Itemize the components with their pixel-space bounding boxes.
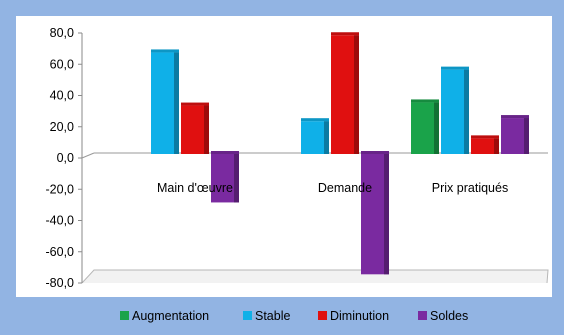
bar-side: [494, 138, 499, 154]
y-tick-label: -80,0: [46, 276, 75, 290]
bar-augmentation-2: [411, 99, 439, 154]
bar-side: [524, 118, 529, 154]
bar-top: [501, 115, 529, 119]
plot-floor: [81, 269, 549, 284]
legend-label: Augmentation: [132, 309, 209, 323]
bar-diminution-2: [471, 135, 499, 154]
bar-top: [361, 151, 389, 154]
bar-face: [471, 138, 499, 154]
bar-side: [384, 154, 389, 275]
bar-top: [471, 135, 499, 139]
bar-stable-2: [441, 66, 469, 154]
y-tick-labels: 80,0 60,0 40,0 20,0 0,0 -20,0 -40,0 -60,0 -80,0: [46, 26, 75, 290]
y-tick-label: -60,0: [46, 245, 75, 259]
bar-top: [441, 66, 469, 70]
y-tick-label: -20,0: [46, 182, 75, 196]
bar-side: [354, 35, 359, 154]
y-tick-label: 0,0: [57, 151, 74, 165]
bar-soldes-0: [211, 151, 239, 203]
y-tick-label: 60,0: [50, 57, 74, 71]
bar-diminution-0: [181, 102, 209, 154]
legend-swatch: [120, 311, 129, 320]
legend-swatch: [418, 311, 427, 320]
y-tick-label: 20,0: [50, 120, 74, 134]
bar-top: [211, 151, 239, 154]
bars: [151, 32, 529, 275]
y-tick-label: -40,0: [46, 214, 75, 228]
bar-side: [464, 69, 469, 154]
legend: Augmentation Stable Diminution Soldes: [120, 309, 468, 323]
bar-side: [434, 102, 439, 154]
bar-diminution-1: [331, 32, 359, 154]
bar-soldes-1: [361, 151, 389, 275]
category-label: Prix pratiqués: [432, 181, 508, 195]
y-tick-label: 40,0: [50, 89, 74, 103]
legend-label: Stable: [255, 309, 290, 323]
plot-background: [16, 16, 552, 297]
legend-item-stable: Stable: [243, 309, 290, 323]
bar-side: [234, 154, 239, 203]
y-tick-label: 80,0: [50, 26, 74, 40]
bar-top: [181, 102, 209, 106]
category-label: Demande: [318, 181, 372, 195]
legend-swatch: [243, 311, 252, 320]
legend-label: Diminution: [330, 309, 389, 323]
legend-item-soldes: Soldes: [418, 309, 468, 323]
legend-label: Soldes: [430, 309, 468, 323]
bar-stable-1: [301, 118, 329, 154]
bar-top: [331, 32, 359, 36]
category-label: Main d'œuvre: [157, 181, 233, 195]
bar-side: [204, 105, 209, 154]
legend-item-augmentation: Augmentation: [120, 309, 209, 323]
category-labels: Main d'œuvre Demande Prix pratiqués: [157, 181, 508, 195]
legend-swatch: [318, 311, 327, 320]
zero-line-depth: [81, 152, 95, 159]
bar-top: [301, 118, 329, 122]
bar-top: [151, 49, 179, 53]
bar-top: [411, 99, 439, 103]
bar-stable-0: [151, 49, 179, 154]
bar-side: [324, 121, 329, 154]
legend-item-diminution: Diminution: [318, 309, 389, 323]
bar-soldes-2: [501, 115, 529, 154]
axes: [78, 32, 549, 284]
bar-side: [174, 52, 179, 154]
